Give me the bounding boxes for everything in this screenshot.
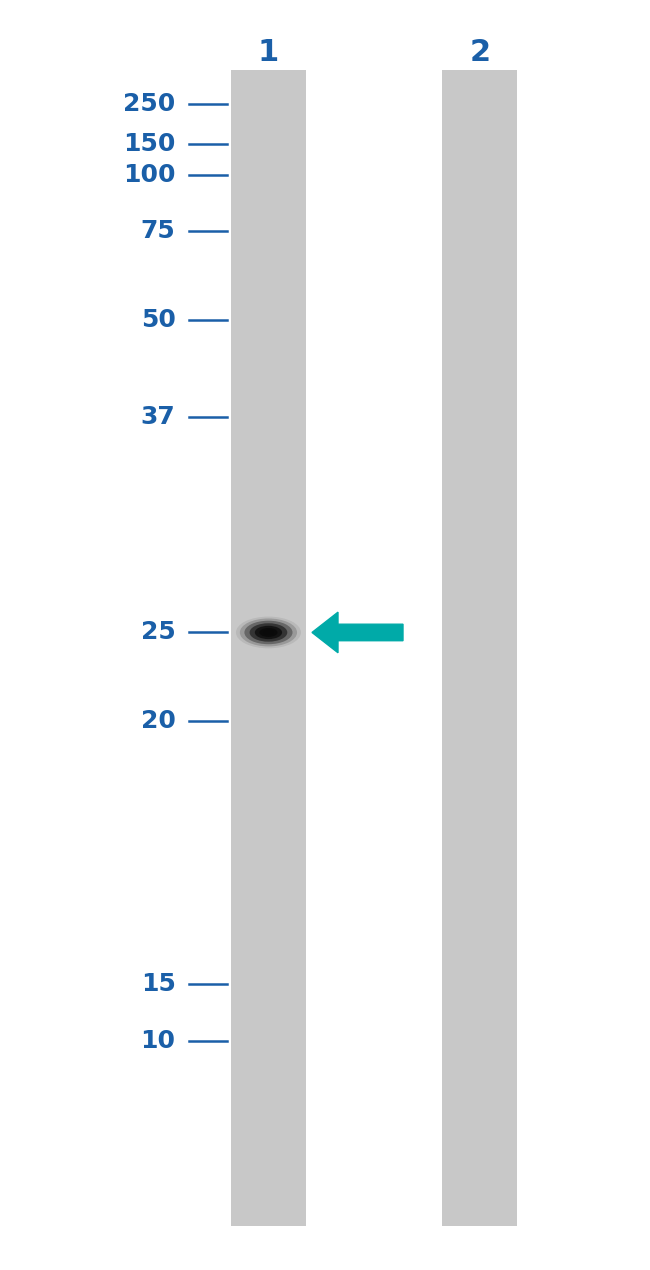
Ellipse shape — [250, 624, 287, 641]
Ellipse shape — [263, 630, 274, 635]
Text: 150: 150 — [123, 132, 176, 155]
Ellipse shape — [244, 621, 292, 644]
Text: 1: 1 — [258, 38, 279, 67]
Ellipse shape — [259, 629, 278, 638]
Text: 15: 15 — [140, 973, 176, 996]
Text: 100: 100 — [123, 164, 176, 187]
FancyArrow shape — [312, 612, 403, 653]
Ellipse shape — [240, 618, 297, 646]
Text: 250: 250 — [124, 93, 176, 116]
Ellipse shape — [255, 626, 282, 639]
Bar — [442, 70, 517, 1226]
Text: 75: 75 — [141, 220, 176, 243]
Text: 50: 50 — [140, 309, 176, 331]
Bar — [231, 70, 306, 1226]
Text: 25: 25 — [141, 621, 176, 644]
Text: 37: 37 — [141, 405, 176, 428]
Text: 20: 20 — [140, 710, 176, 733]
Text: 10: 10 — [140, 1030, 176, 1053]
Ellipse shape — [236, 617, 301, 648]
Text: 2: 2 — [469, 38, 490, 67]
